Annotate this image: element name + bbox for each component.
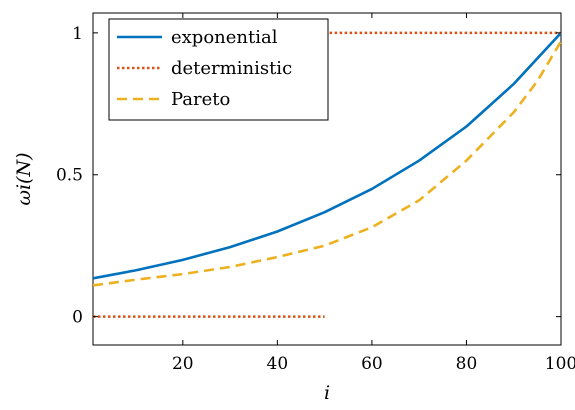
y-axis-label: ωi(N) <box>13 152 35 205</box>
series-exponential-line <box>92 31 562 280</box>
tick-layer: 20 40 60 80 100 0 0.5 1 <box>56 13 575 374</box>
x-tick-label: 20 <box>172 354 194 374</box>
x-tick-label: 60 <box>361 354 383 374</box>
x-axis-label: i <box>324 382 330 404</box>
plot-frame <box>92 12 562 346</box>
x-tick-label: 100 <box>545 354 575 374</box>
legend: exponential deterministic Pareto <box>108 18 329 121</box>
x-tick-label: 40 <box>267 354 289 374</box>
legend-label-deterministic: deterministic <box>171 58 292 79</box>
legend-label-pareto: Pareto <box>171 89 230 110</box>
series-pareto-line <box>92 40 563 287</box>
legend-label-exponential: exponential <box>171 27 278 48</box>
x-tick-label: 80 <box>456 354 478 374</box>
y-tick-label: 0.5 <box>56 166 83 186</box>
y-tick-label: 1 <box>72 24 83 44</box>
y-tick-label: 0 <box>72 308 83 328</box>
series-layer <box>92 31 563 318</box>
